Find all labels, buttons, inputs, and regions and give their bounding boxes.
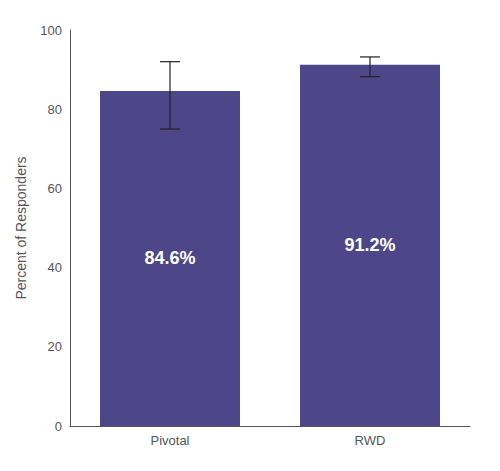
svg-text:0: 0 (55, 419, 62, 434)
svg-text:Pivotal: Pivotal (150, 433, 189, 448)
svg-text:Percent of Responders: Percent of Responders (13, 156, 29, 299)
svg-text:80: 80 (48, 102, 62, 117)
svg-text:60: 60 (48, 181, 62, 196)
svg-text:100: 100 (40, 23, 62, 38)
svg-text:40: 40 (48, 260, 62, 275)
svg-text:20: 20 (48, 339, 62, 354)
svg-text:RWD: RWD (355, 433, 386, 448)
svg-text:84.6%: 84.6% (144, 248, 195, 268)
svg-text:91.2%: 91.2% (344, 235, 395, 255)
